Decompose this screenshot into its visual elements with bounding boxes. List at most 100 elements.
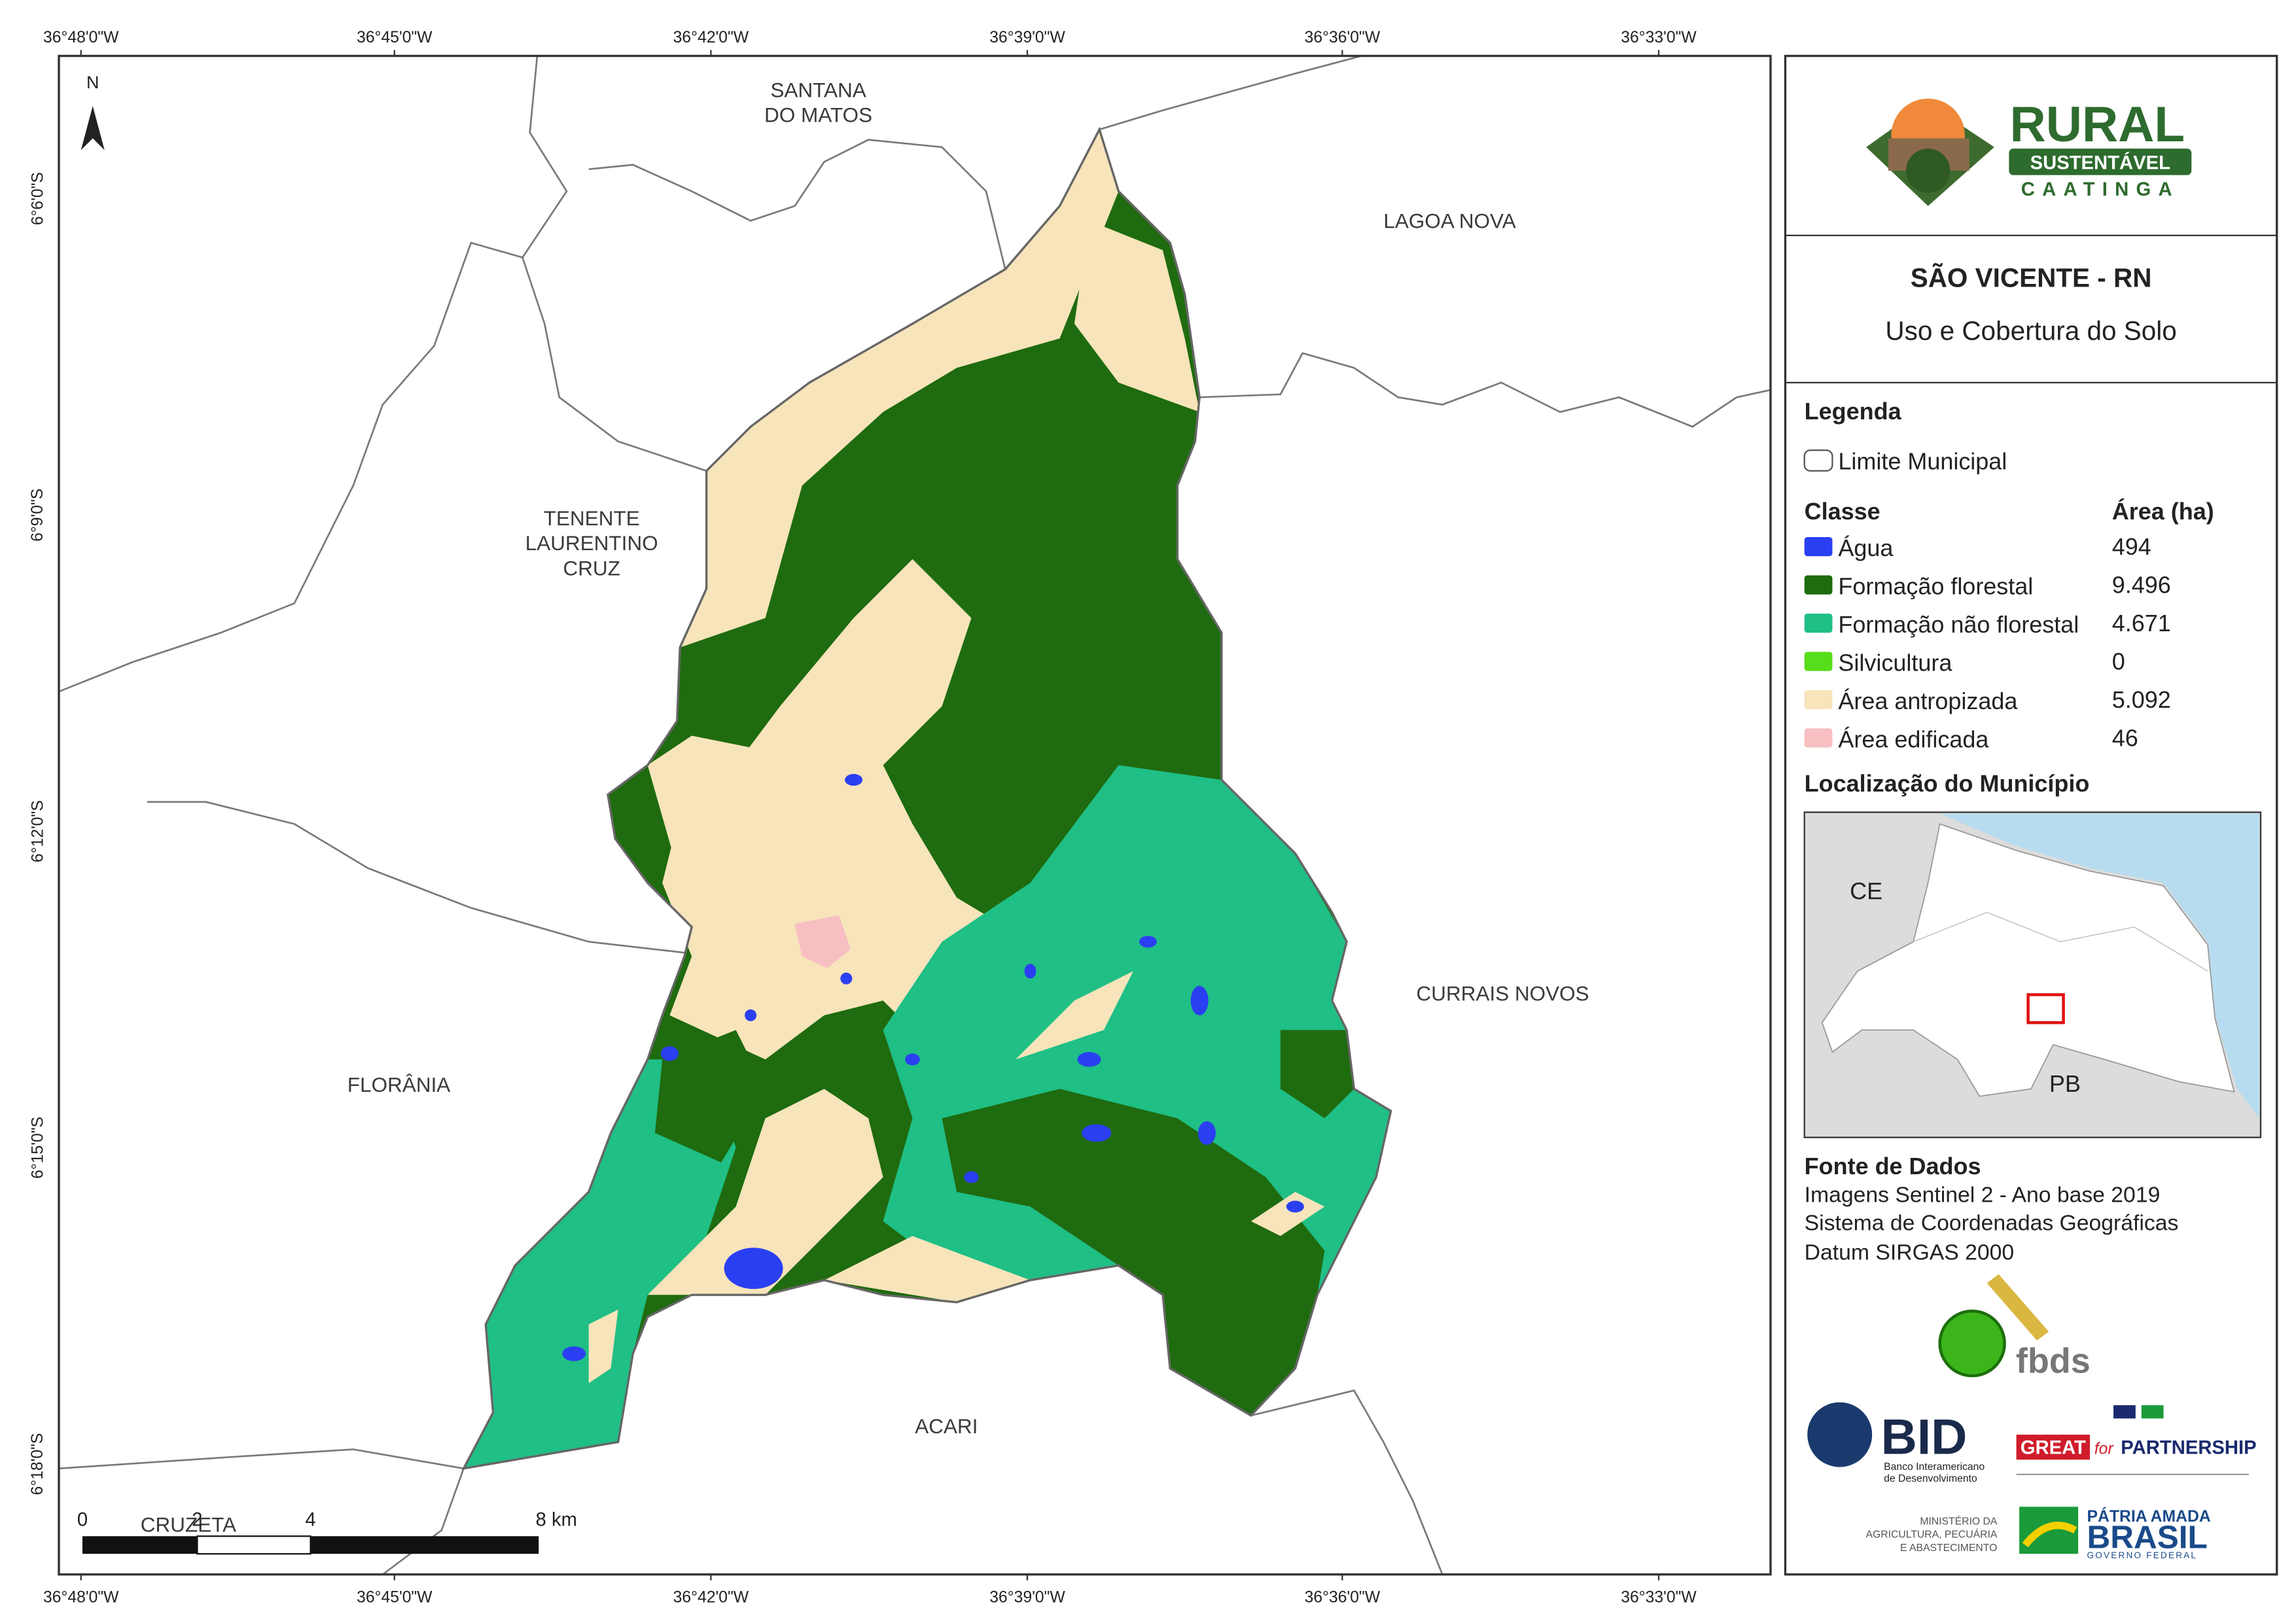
border [1099, 56, 1362, 131]
scale-segment [196, 1535, 311, 1555]
water-patch [660, 1046, 679, 1061]
inset-highlight [2026, 993, 2065, 1024]
fbds-circle [1938, 1309, 2006, 1378]
location-inset [1803, 811, 2262, 1138]
ministry-line: E ABASTECIMENTO [1900, 1543, 1997, 1554]
coordinate-label: 36°42'0"W [673, 1589, 749, 1607]
coordinate-label: 36°42'0"W [673, 29, 749, 46]
scale-segment [82, 1536, 198, 1554]
place-label: DO MATOS [764, 103, 872, 127]
fbds-logo: fbds [1938, 1274, 2091, 1381]
legend-area: 9.496 [2112, 571, 2171, 598]
land-cover-patch [654, 1030, 766, 1162]
source-line: Sistema de Coordenadas Geográficas [1805, 1210, 2179, 1235]
legend-rows: Água 494 Formação florestal 9.496 Formação n… [1804, 533, 2171, 753]
governo-text: GOVERNO FEDERAL [2087, 1550, 2198, 1560]
ministry-line: MINISTÉRIO DA [1920, 1514, 1998, 1527]
coordinate-label: 6°15'0"S [29, 1117, 46, 1179]
water-patch [964, 1171, 979, 1183]
ministry-line: AGRICULTURA, PECUÁRIA [1866, 1528, 1998, 1541]
logo-subtitle: SUSTENTÁVEL [2030, 152, 2170, 174]
place-label: LAURENTINO [525, 531, 658, 555]
scale-label: 8 km [536, 1510, 577, 1531]
great-logo: GREAT for PARTNERSHIP [2016, 1405, 2257, 1475]
brasil-flag-curve [2022, 1522, 2077, 1548]
state-label: PB [2049, 1070, 2081, 1097]
place-label: CRUZETA [141, 1513, 236, 1537]
legend-class: Formação não florestal [1838, 611, 2079, 638]
logo-title: RURAL [2010, 97, 2185, 152]
legend-area: 4.671 [2112, 610, 2171, 637]
legend-swatch [1804, 728, 1833, 748]
neighbour-borders [59, 56, 1771, 1575]
place-label: FLORÂNIA [347, 1073, 450, 1096]
great-box [2016, 1435, 2091, 1460]
coordinate-label: 36°39'0"W [989, 29, 1065, 46]
place-label: LAGOA NOVA [1383, 209, 1515, 233]
border [521, 56, 707, 472]
fbds-text: fbds [2016, 1342, 2091, 1381]
legend-swatch [1804, 652, 1833, 671]
legend-class: Área edificada [1838, 726, 1988, 753]
flag-uk [2113, 1405, 2136, 1419]
bid-logo: BID Banco Interamericano de Desenvolvime… [1807, 1402, 1985, 1484]
land-cover-patch [647, 735, 795, 883]
scale-label: 2 [192, 1510, 202, 1531]
logo-band [2009, 148, 2192, 175]
legend-heading: Legenda [1805, 398, 1902, 425]
legend-swatch [1804, 575, 1833, 595]
land-cover-patch [463, 1059, 736, 1469]
coordinate-label: 36°48'0"W [43, 29, 119, 46]
fbds-mark [1987, 1274, 2049, 1341]
great-for: for [2094, 1440, 2115, 1457]
bid-globe [1807, 1402, 1873, 1467]
legend-class: Área antropizada [1838, 688, 2017, 714]
location-heading: Localização do Município [1805, 770, 2090, 797]
legend-area: 0 [2112, 648, 2125, 674]
logo-tree [1905, 148, 1951, 193]
scale-bar [82, 1535, 539, 1555]
legend-class: Água [1838, 534, 1893, 561]
border [59, 241, 523, 693]
land-cover-patch [1016, 971, 1134, 1060]
water-patch [1286, 1200, 1304, 1213]
boundary-label: Limite Municipal [1838, 448, 2007, 475]
bid-name: Banco Interamericano [1884, 1461, 1985, 1473]
land-cover-patch [588, 1309, 618, 1384]
legend-area: 494 [2112, 533, 2151, 560]
place-label: SANTANA [770, 78, 866, 101]
water-patch [1197, 1121, 1216, 1145]
map-title: SÃO VICENTE - RN [1911, 263, 2152, 293]
north-arrow-shape [80, 105, 105, 150]
place-label: CURRAIS NOVOS [1417, 982, 1589, 1005]
scale-label: 4 [306, 1510, 316, 1531]
boundary-swatch [1803, 449, 1833, 472]
class-header: Classe [1805, 498, 1881, 525]
inset-sea [1939, 813, 2259, 1119]
water-patch [724, 1248, 783, 1289]
north-arrow: N [80, 73, 105, 150]
government-logo: MINISTÉRIO DA AGRICULTURA, PECUÁRIA E AB… [1866, 1507, 2211, 1560]
coordinate-label: 36°33'0"W [1621, 29, 1697, 46]
place-label: TENENTE [544, 506, 640, 530]
coordinate-label: 6°18'0"S [29, 1433, 46, 1495]
inset-state [1821, 823, 2235, 1097]
area-header: Área (ha) [2112, 498, 2214, 525]
bid-text: BID [1881, 1409, 1968, 1465]
border [1250, 1389, 1443, 1575]
coordinate-label: 36°39'0"W [989, 1589, 1065, 1607]
land-cover-patch [824, 1236, 1031, 1302]
coordinate-label: 36°45'0"W [357, 29, 433, 46]
map-subtitle: Uso e Cobertura do Solo [1885, 316, 2176, 346]
coordinate-label: 36°33'0"W [1621, 1589, 1697, 1607]
water-patch [1077, 1052, 1101, 1067]
legend-class: Formação florestal [1838, 573, 2033, 600]
border [1199, 352, 1771, 428]
source-line: Imagens Sentinel 2 - Ano base 2019 [1805, 1183, 2161, 1208]
bid-name: de Desenvolvimento [1884, 1473, 1977, 1484]
land-cover-patch [1250, 1191, 1325, 1236]
water-patch [1082, 1124, 1112, 1142]
logo-tagline: CAATINGA [2021, 179, 2180, 200]
